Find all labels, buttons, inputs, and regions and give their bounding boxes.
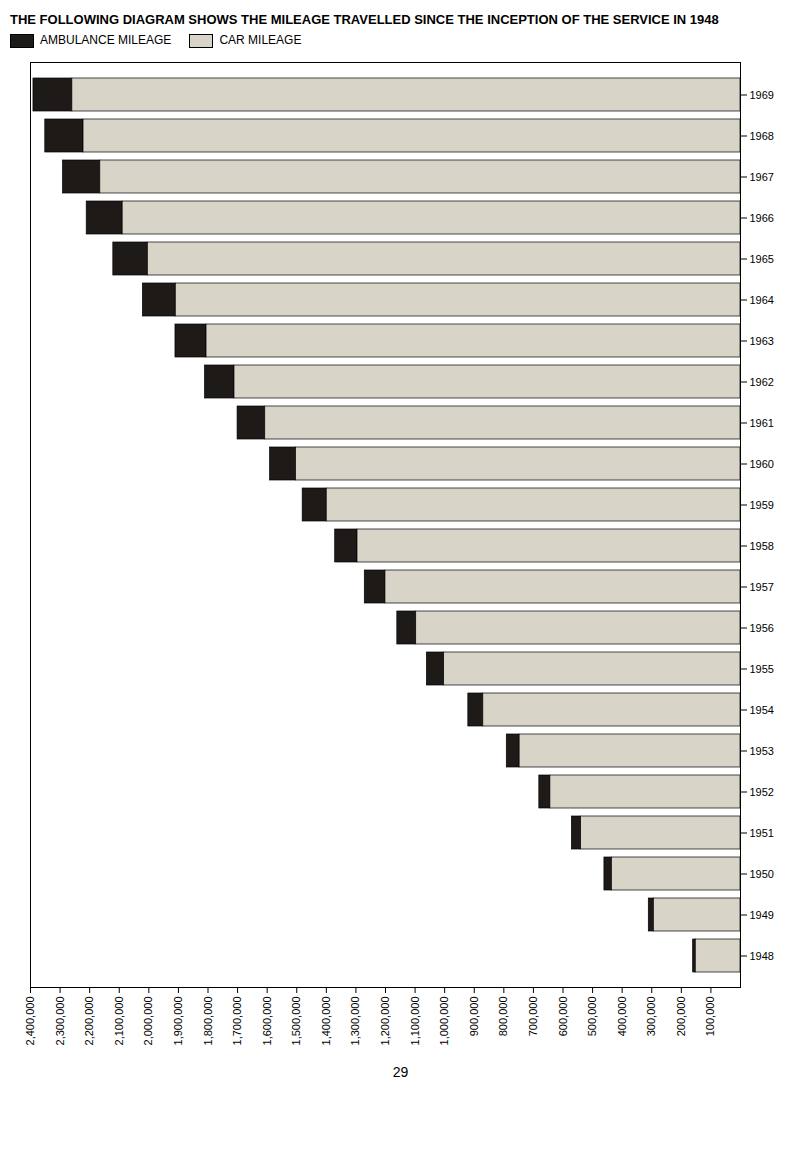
svg-text:1,000,000: 1,000,000 xyxy=(438,996,450,1045)
svg-text:1962: 1962 xyxy=(750,375,774,387)
svg-text:2,400,000: 2,400,000 xyxy=(24,996,36,1045)
svg-text:1957: 1957 xyxy=(750,580,774,592)
svg-text:100,000: 100,000 xyxy=(704,996,716,1036)
html-text:AMBULANCE MILEAGE: AMBULANCE MILEAGE xyxy=(40,33,172,47)
svg-text:1,900,000: 1,900,000 xyxy=(172,996,184,1045)
svg-text:2,000,000: 2,000,000 xyxy=(142,996,154,1045)
svg-text:2,300,000: 2,300,000 xyxy=(54,996,66,1045)
svg-text:600,000: 600,000 xyxy=(557,996,569,1036)
svg-text:1965: 1965 xyxy=(750,252,774,264)
svg-text:1959: 1959 xyxy=(750,498,774,510)
svg-text:1,600,000: 1,600,000 xyxy=(261,996,273,1045)
svg-text:1,500,000: 1,500,000 xyxy=(290,996,302,1045)
svg-text:500,000: 500,000 xyxy=(586,996,598,1036)
svg-text:1955: 1955 xyxy=(750,662,774,674)
svg-text:1964: 1964 xyxy=(750,293,774,305)
html-text:CAR MILEAGE: CAR MILEAGE xyxy=(219,33,302,47)
svg-text:1,200,000: 1,200,000 xyxy=(379,996,391,1045)
svg-text:1952: 1952 xyxy=(750,785,774,797)
svg-text:700,000: 700,000 xyxy=(527,996,539,1036)
svg-text:1,400,000: 1,400,000 xyxy=(320,996,332,1045)
svg-text:1966: 1966 xyxy=(750,211,774,223)
svg-text:1961: 1961 xyxy=(750,416,774,428)
svg-text:900,000: 900,000 xyxy=(468,996,480,1036)
svg-text:1960: 1960 xyxy=(750,457,774,469)
svg-text:1956: 1956 xyxy=(750,621,774,633)
svg-text:1968: 1968 xyxy=(750,129,774,141)
svg-text:1954: 1954 xyxy=(750,703,774,715)
svg-text:1953: 1953 xyxy=(750,744,774,756)
svg-text:1949: 1949 xyxy=(750,908,774,920)
svg-text:1951: 1951 xyxy=(750,826,774,838)
svg-text:800,000: 800,000 xyxy=(497,996,509,1036)
svg-text:200,000: 200,000 xyxy=(675,996,687,1036)
svg-text:1963: 1963 xyxy=(750,334,774,346)
svg-text:1950: 1950 xyxy=(750,867,774,879)
svg-text:1,100,000: 1,100,000 xyxy=(409,996,421,1045)
html-text:THE FOLLOWING DIAGRAM SHOWS TH: THE FOLLOWING DIAGRAM SHOWS THE MILEAGE … xyxy=(10,12,719,27)
svg-text:1969: 1969 xyxy=(750,88,774,100)
svg-text:2,100,000: 2,100,000 xyxy=(113,996,125,1045)
svg-text:1,800,000: 1,800,000 xyxy=(202,996,214,1045)
svg-text:1967: 1967 xyxy=(750,170,774,182)
svg-text:1,300,000: 1,300,000 xyxy=(349,996,361,1045)
svg-text:1,700,000: 1,700,000 xyxy=(231,996,243,1045)
html-text:29: 29 xyxy=(392,1063,409,1080)
svg-text:400,000: 400,000 xyxy=(616,996,628,1036)
svg-text:2,200,000: 2,200,000 xyxy=(83,996,95,1045)
svg-text:1948: 1948 xyxy=(750,949,774,961)
svg-text:1958: 1958 xyxy=(750,539,774,551)
svg-text:300,000: 300,000 xyxy=(645,996,657,1036)
